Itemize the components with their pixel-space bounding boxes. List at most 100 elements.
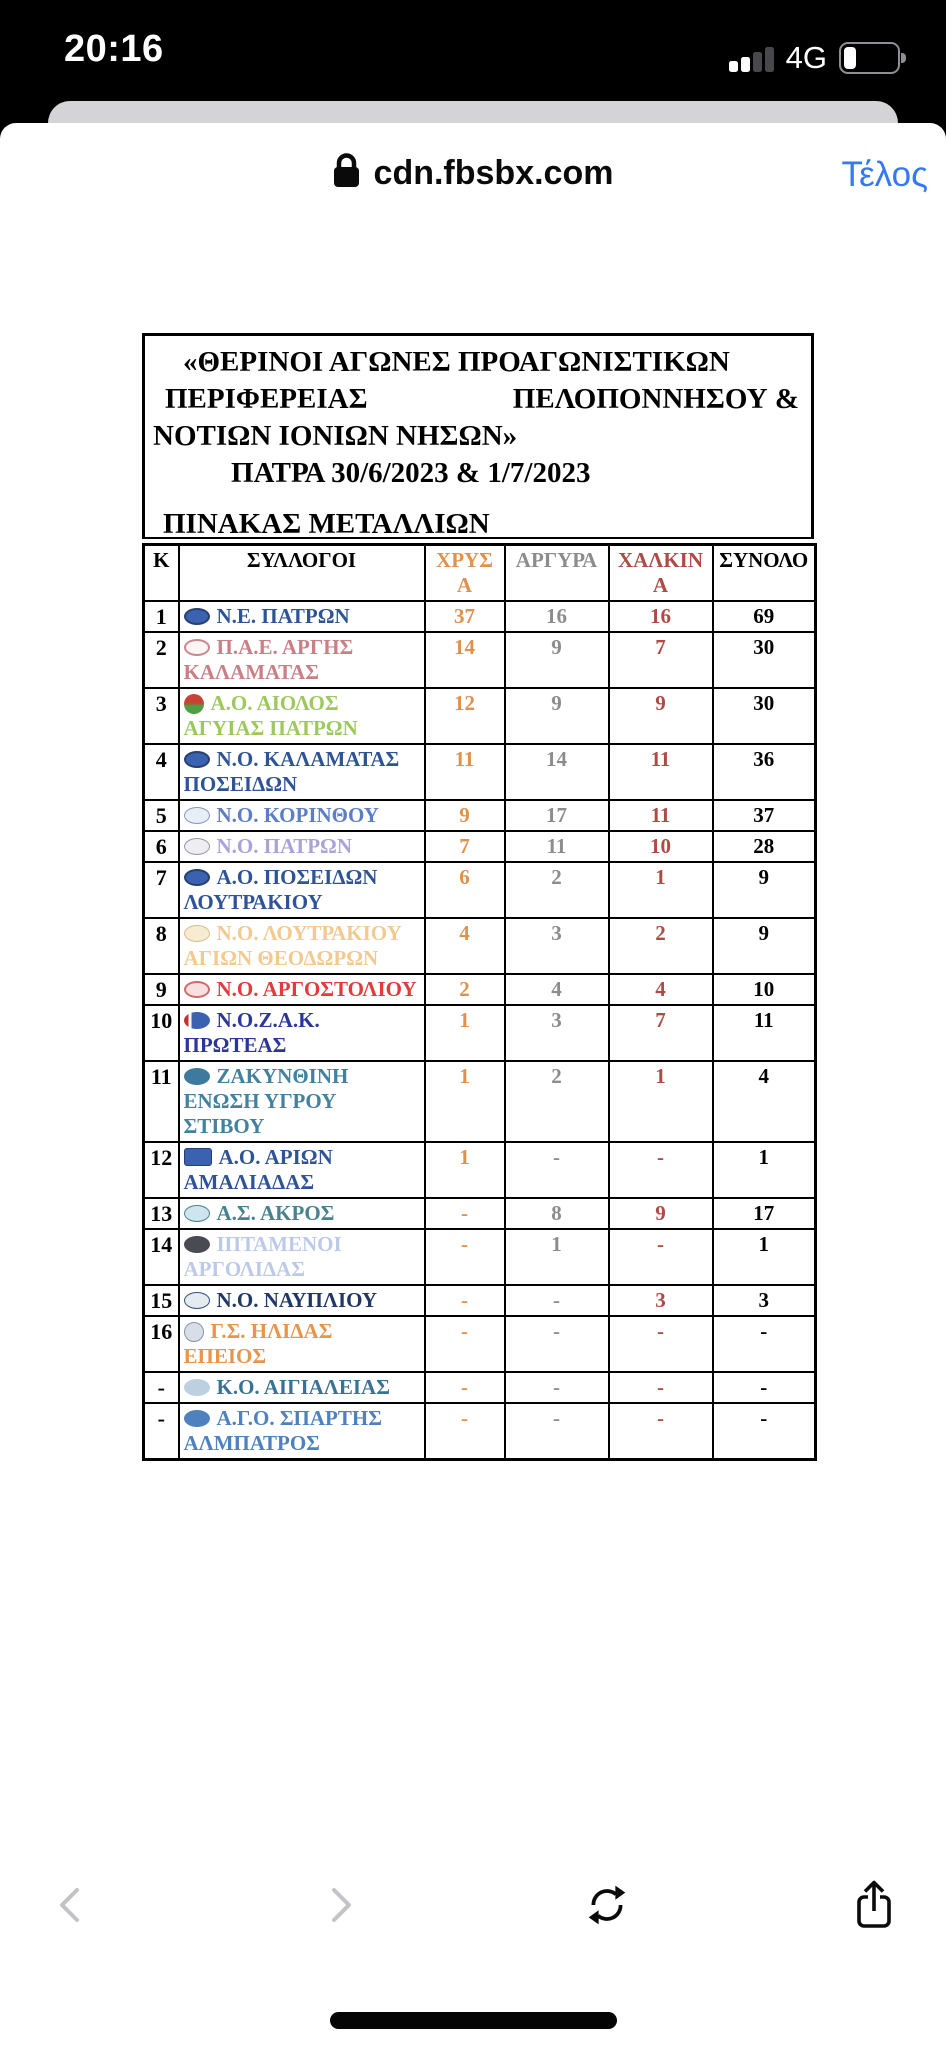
bronze-cell: - xyxy=(607,1371,714,1404)
rank-cell: 6 xyxy=(142,830,180,863)
forward-button[interactable] xyxy=(311,1878,367,1934)
club-name: Ν.Ο. ΚΑΛΑΜΑΤΑΣ ΠΟΣΕΙΔΩΝ xyxy=(183,747,400,796)
silver-cell: 3 xyxy=(503,1004,610,1062)
club-cell: ΖΑΚΥΝΘΙΝΗ ΕΝΩΣΗ ΥΓΡΟΥ ΣΤΙΒΟΥ xyxy=(177,1060,426,1143)
medal-table-header-row: Κ ΣΥΛΛΟΓΟΙ ΧΡΥΣΑ ΑΡΓΥΡΑ ΧΑΛΚΙΝΑ ΣΥΝΟΛΟ xyxy=(142,543,817,602)
rank-cell: 15 xyxy=(142,1284,180,1317)
bronze-cell: - xyxy=(607,1228,714,1286)
silver-cell: - xyxy=(503,1141,610,1199)
silver-cell: 9 xyxy=(503,631,610,689)
bronze-cell: 10 xyxy=(607,830,714,863)
rank-cell: 14 xyxy=(142,1228,180,1286)
table-row: - Κ.Ο. ΑΙΓΙΑΛΕΙΑΣ - - - - xyxy=(142,1371,817,1404)
total-cell: - xyxy=(711,1371,817,1404)
club-name: ΙΠΤΑΜΕΝΟΙ ΑΡΓΟΛΙΔΑΣ xyxy=(183,1232,342,1281)
club-name: Ν.Ο. ΝΑΥΠΛΙΟΥ xyxy=(216,1288,378,1312)
club-logo-icon xyxy=(183,1205,210,1222)
table-row: 10 Ν.Ο.Ζ.Α.Κ. ΠΡΩΤΕΑΣ 1 3 7 11 xyxy=(142,1004,817,1062)
total-cell: 30 xyxy=(711,631,817,689)
silver-cell: 11 xyxy=(503,830,610,863)
total-cell: 3 xyxy=(711,1284,817,1317)
back-button[interactable] xyxy=(44,1878,100,1934)
club-name: Π.Α.Ε. ΑΡΓΗΣ ΚΑΛΑΜΑΤΑΣ xyxy=(183,635,354,684)
gold-cell: 1 xyxy=(423,1141,506,1199)
battery-icon xyxy=(839,42,906,74)
club-name: Α.Ο. ΑΡΙΩΝ ΑΜΑΛΙΑΔΑΣ xyxy=(183,1145,333,1194)
club-logo-icon xyxy=(183,751,210,768)
club-cell: Ν.Ο. ΚΑΛΑΜΑΤΑΣ ΠΟΣΕΙΔΩΝ xyxy=(177,743,426,801)
reload-button[interactable] xyxy=(579,1878,635,1934)
table-row: 12 Α.Ο. ΑΡΙΩΝ ΑΜΑΛΙΑΔΑΣ 1- -1 xyxy=(142,1141,817,1199)
club-logo-icon xyxy=(183,1379,210,1396)
document-preview-sheet: cdn.fbsbx.com Τέλος «ΘΕΡΙΝΟΙ ΑΓΩΝΕΣ ΠΡΟΑ… xyxy=(0,123,946,2048)
total-cell: 1 xyxy=(711,1141,817,1199)
silver-cell: 2 xyxy=(503,1060,610,1143)
gold-cell: 1 xyxy=(423,1004,506,1062)
club-cell: Ν.Ο. ΑΡΓΟΣΤΟΛΙΟΥ xyxy=(177,973,426,1006)
rank-cell: 10 xyxy=(142,1004,180,1062)
club-cell: Α.Ο. ΠΟΣΕΙΔΩΝ ΛΟΥΤΡΑΚΙΟΥ xyxy=(177,861,426,919)
total-cell: 10 xyxy=(711,973,817,1006)
pdf-document: «ΘΕΡΙΝΟΙ ΑΓΩΝΕΣ ΠΡΟΑΓΩΝΙΣΤΙΚΩΝ ΠΕΡΙΦΕΡΕΙ… xyxy=(142,333,817,1461)
club-logo-icon xyxy=(183,807,210,824)
silver-cell: 3 xyxy=(503,917,610,975)
chevron-right-icon xyxy=(317,1883,361,1930)
total-cell: 28 xyxy=(711,830,817,863)
silver-cell: - xyxy=(503,1315,610,1373)
rank-cell: 12 xyxy=(142,1141,180,1199)
club-logo-icon xyxy=(183,639,210,656)
club-logo-icon xyxy=(183,981,210,998)
bronze-cell: 9 xyxy=(607,1197,714,1230)
bronze-cell: 4 xyxy=(607,973,714,1006)
club-logo-icon xyxy=(183,869,210,886)
club-logo-icon xyxy=(183,694,204,714)
rank-cell: - xyxy=(142,1402,180,1461)
club-cell: Α.Σ. ΑΚΡΟΣ xyxy=(177,1197,426,1230)
club-cell: Α.Ο. ΑΙΟΛΟΣ ΑΓΥΙΑΣ ΠΑΤΡΩΝ xyxy=(177,687,426,745)
silver-cell: - xyxy=(503,1402,610,1461)
total-cell: 36 xyxy=(711,743,817,801)
signal-bar xyxy=(740,56,750,72)
club-logo-icon xyxy=(183,1322,204,1342)
silver-cell: 16 xyxy=(503,600,610,633)
bronze-cell: - xyxy=(607,1141,714,1199)
club-cell: ΙΠΤΑΜΕΝΟΙ ΑΡΓΟΛΙΔΑΣ xyxy=(177,1228,426,1286)
club-logo-icon xyxy=(183,608,210,625)
table-row: 5 Ν.Ο. ΚΟΡΙΝΘΟΥ 9 17 11 37 xyxy=(142,799,817,832)
total-cell: - xyxy=(711,1402,817,1461)
gold-cell: - xyxy=(423,1197,506,1230)
rank-cell: 2 xyxy=(142,631,180,689)
club-cell: Γ.Σ. ΗΛΙΔΑΣ ΕΠΕΙΟΣ xyxy=(177,1315,426,1373)
club-name: Κ.Ο. ΑΙΓΙΑΛΕΙΑΣ xyxy=(216,1375,390,1399)
silver-cell: 2 xyxy=(503,861,610,919)
gold-cell: 14 xyxy=(423,631,506,689)
rank-cell: 3 xyxy=(142,687,180,745)
club-name: Ν.Ο. ΑΡΓΟΣΤΟΛΙΟΥ xyxy=(216,977,417,1001)
total-cell: 9 xyxy=(711,917,817,975)
title-line-2: ΠΕΡΙΦΕΡΕΙΑΣ ΠΕΛΟΠΟΝΝΗΣΟΥ & xyxy=(153,381,803,418)
share-button[interactable] xyxy=(846,1878,902,1934)
club-cell: Ν.Ο. ΚΟΡΙΝΘΟΥ xyxy=(177,799,426,832)
silver-cell: 1 xyxy=(503,1228,610,1286)
gold-cell: - xyxy=(423,1371,506,1404)
club-name: Ν.Ε. ΠΑΤΡΩΝ xyxy=(216,604,350,628)
table-row: 16 Γ.Σ. ΗΛΙΔΑΣ ΕΠΕΙΟΣ - - - - xyxy=(142,1315,817,1373)
silver-cell: - xyxy=(503,1371,610,1404)
total-cell: 17 xyxy=(711,1197,817,1230)
column-header-bronze: ΧΑΛΚΙΝΑ xyxy=(607,543,714,602)
club-logo-icon xyxy=(183,1410,210,1427)
club-name: Ν.Ο.Ζ.Α.Κ. ΠΡΩΤΕΑΣ xyxy=(183,1008,320,1057)
home-indicator[interactable] xyxy=(330,2012,617,2029)
total-cell: 4 xyxy=(711,1060,817,1143)
club-name: Α.Γ.Ο. ΣΠΑΡΤΗΣ ΑΛΜΠΑΤΡΟΣ xyxy=(183,1406,382,1455)
done-button[interactable]: Τέλος xyxy=(841,155,928,194)
club-logo-icon xyxy=(183,1068,210,1085)
club-name: Ν.Ο. ΠΑΤΡΩΝ xyxy=(216,834,353,858)
club-name: ΖΑΚΥΝΘΙΝΗ ΕΝΩΣΗ ΥΓΡΟΥ ΣΤΙΒΟΥ xyxy=(183,1064,349,1138)
medal-table-title: ΠΙΝΑΚΑΣ ΜΕΤΑΛΛΙΩΝ xyxy=(163,508,490,539)
bronze-cell: 11 xyxy=(607,743,714,801)
title-line-2-right: ΠΕΛΟΠΟΝΝΗΣΟΥ & xyxy=(512,383,799,415)
battery-fill xyxy=(844,47,856,69)
gold-cell: - xyxy=(423,1402,506,1461)
cellular-signal-icon xyxy=(728,45,774,72)
